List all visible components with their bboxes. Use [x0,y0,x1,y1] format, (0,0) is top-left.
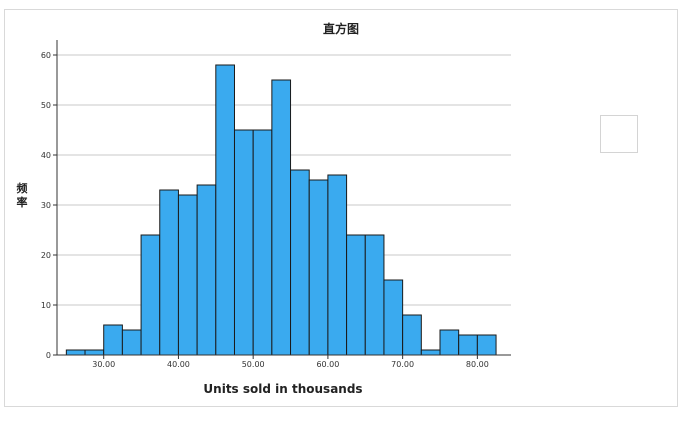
histogram-bar [233,129,254,356]
y-tick-label: 40 [41,151,51,160]
histogram-bar [177,194,198,356]
histogram-bar [420,349,441,356]
chart-title: 直方图 [323,21,359,36]
histogram-bar [402,314,422,356]
x-tick-label: 70.00 [391,360,414,369]
x-axis-label: Units sold in thousands [203,382,362,396]
histogram-bar [121,329,142,356]
y-axis-label: 频率 [17,181,28,209]
histogram-bar [271,79,292,356]
histogram-bar [159,189,179,356]
histogram-bar [476,334,497,356]
axes [56,40,511,356]
histogram-bar [346,234,366,356]
y-tick-label: 60 [41,51,51,60]
y-tick-label: 20 [41,251,51,260]
histogram-bar [84,349,105,356]
x-ticks: 30.00 40.00 50.00 60.00 70.00 80.00 [92,355,489,369]
histogram-bar [196,184,217,356]
histogram-bar [65,349,86,356]
histogram-bar [215,64,235,356]
legend-box [600,115,638,153]
x-tick-label: 30.00 [92,360,115,369]
histogram-bar [308,179,329,356]
x-tick-label: 50.00 [242,360,265,369]
y-axis-label-char: 率 [17,195,28,209]
histogram-bar [383,279,404,356]
histogram-bar [252,129,273,356]
x-tick-label: 40.00 [167,360,190,369]
y-axis-label-char: 频 [17,181,28,195]
y-tick-label: 30 [41,201,51,210]
bars-group [65,64,497,356]
y-tick-label: 10 [41,301,51,310]
histogram-bar [327,174,348,356]
x-tick-label: 80.00 [466,360,489,369]
histogram-bar [364,234,385,356]
histogram-bar [290,169,310,356]
histogram-bar [458,334,478,356]
histogram-bar [140,234,161,356]
histogram-bar [103,324,123,356]
y-tick-label: 50 [41,101,51,110]
x-tick-label: 60.00 [316,360,339,369]
histogram-bar [439,329,460,356]
y-tick-label: 0 [46,351,51,360]
y-ticks: 0 10 20 30 40 50 60 [41,51,57,360]
